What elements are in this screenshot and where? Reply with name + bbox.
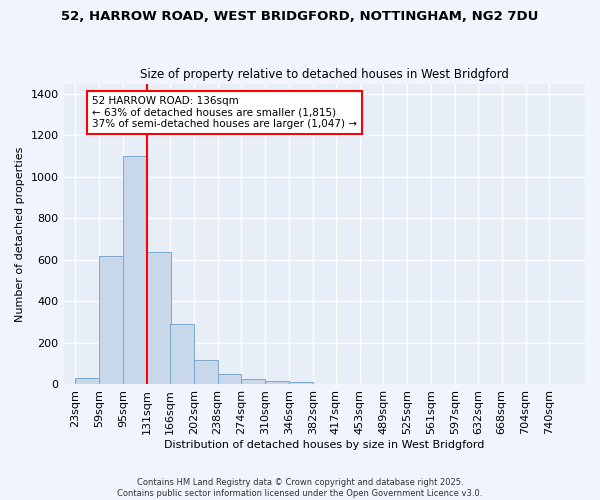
Y-axis label: Number of detached properties: Number of detached properties [15,146,25,322]
Title: Size of property relative to detached houses in West Bridgford: Size of property relative to detached ho… [140,68,509,81]
Bar [76,378,99,384]
Bar [147,252,170,384]
Bar [123,156,147,384]
Bar [265,382,289,384]
Bar [194,360,218,384]
Text: 52 HARROW ROAD: 136sqm
← 63% of detached houses are smaller (1,815)
37% of semi-: 52 HARROW ROAD: 136sqm ← 63% of detached… [92,96,357,129]
Bar [241,380,265,384]
Bar [289,382,313,384]
Bar [218,374,241,384]
X-axis label: Distribution of detached houses by size in West Bridgford: Distribution of detached houses by size … [164,440,484,450]
Bar [99,256,123,384]
Text: Contains HM Land Registry data © Crown copyright and database right 2025.
Contai: Contains HM Land Registry data © Crown c… [118,478,482,498]
Bar [170,324,194,384]
Text: 52, HARROW ROAD, WEST BRIDGFORD, NOTTINGHAM, NG2 7DU: 52, HARROW ROAD, WEST BRIDGFORD, NOTTING… [61,10,539,23]
